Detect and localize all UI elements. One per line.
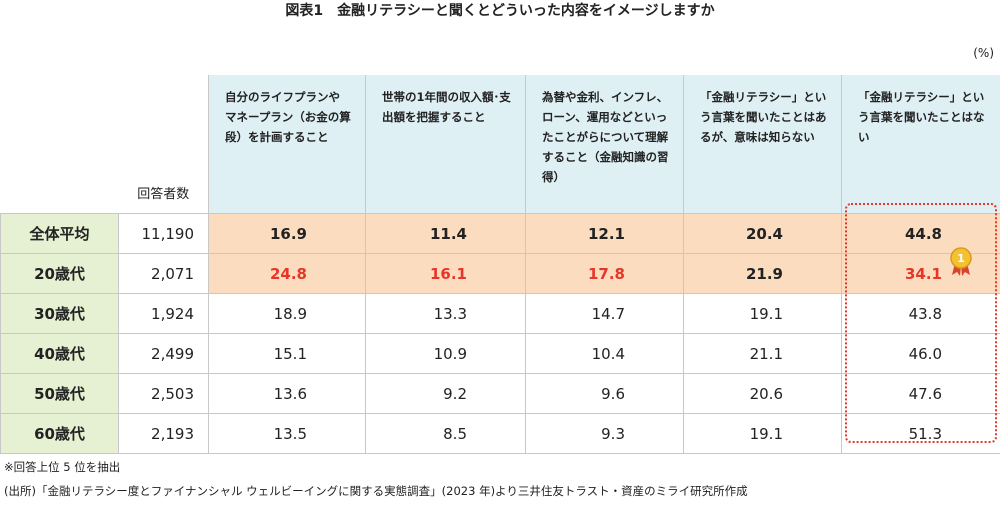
value-cell: 20.4: [683, 213, 842, 254]
value-cell: 20.6: [683, 373, 842, 414]
value-cell: 9.2: [365, 373, 526, 414]
highlight-box: [845, 203, 997, 443]
source-note: (出所)「金融リテラシー度とファイナンシャル ウェルビーイングに関する実態調査」…: [4, 484, 748, 498]
table-row: 50歳代 2,503 13.6 9.2 9.6 20.6 47.6: [0, 373, 1000, 414]
count-cell: 1,924: [118, 293, 209, 334]
value-cell: 24.8: [208, 253, 366, 294]
table-row: 60歳代 2,193 13.5 8.5 9.3 19.1 51.3: [0, 413, 1000, 454]
value-cell: 21.1: [683, 333, 842, 374]
value-cell: 19.1: [683, 413, 842, 454]
row-label: 30歳代: [0, 293, 119, 334]
count-cell: 11,190: [118, 213, 209, 254]
value-cell: 17.8: [525, 253, 684, 294]
value-cell: 51.3: [841, 413, 1000, 454]
count-cell: 2,499: [118, 333, 209, 374]
title: 図表1 金融リテラシーと聞くとどういった内容をイメージしますか: [285, 3, 715, 19]
value-cell: 16.9: [208, 213, 366, 254]
footnote: ※回答上位 5 位を抽出: [4, 460, 121, 474]
row-label: 20歳代: [0, 253, 119, 294]
table: 回答者数 自分のライフプランやマネープラン（お金の算段）を計画すること 世帯の1年間…: [0, 75, 1000, 454]
value-cell: 12.1: [525, 213, 684, 254]
column-header: 為替や金利、インフレ、ローン、運用などといったことがらについて理解すること（金融…: [525, 75, 684, 214]
count-cell: 2,193: [118, 413, 209, 454]
value-cell: 46.0: [841, 333, 1000, 374]
header-row: 回答者数 自分のライフプランやマネープラン（お金の算段）を計画すること 世帯の1年間…: [0, 75, 1000, 214]
column-header: 「金融リテラシー」という言葉を聞いたことはあるが、意味は知らない: [683, 75, 842, 214]
row-label: 60歳代: [0, 413, 119, 454]
value-cell: 44.8: [841, 213, 1000, 254]
value-cell: 43.8: [841, 293, 1000, 334]
medal-icon: 1: [950, 247, 972, 276]
value-cell: 13.5: [208, 413, 366, 454]
value-cell: 47.6: [841, 373, 1000, 414]
unit: (%): [973, 46, 994, 60]
row-label: 40歳代: [0, 333, 119, 374]
column-header: 世帯の1年間の収入額･支出額を把握すること: [365, 75, 526, 214]
row-label: 50歳代: [0, 373, 119, 414]
count-cell: 2,503: [118, 373, 209, 414]
table-row: 全体平均 11,190 16.9 11.4 12.1 20.4 44.8: [0, 213, 1000, 254]
count-header: 回答者数: [118, 75, 209, 214]
table-row: 40歳代 2,499 15.1 10.9 10.4 21.1 46.0: [0, 333, 1000, 374]
value-cell: 13.6: [208, 373, 366, 414]
value-cell: 11.4: [365, 213, 526, 254]
value-cell: 21.9: [683, 253, 842, 294]
value-cell: 9.3: [525, 413, 684, 454]
value-cell: 14.7: [525, 293, 684, 334]
table-row: 30歳代 1,924 18.9 13.3 14.7 19.1 43.8: [0, 293, 1000, 334]
value-cell: 18.9: [208, 293, 366, 334]
value-cell: 16.1: [365, 253, 526, 294]
count-cell: 2,071: [118, 253, 209, 294]
table-row: 20歳代 2,071 24.8 16.1 17.8 21.9 34.1: [0, 253, 1000, 294]
value-cell: 13.3: [365, 293, 526, 334]
svg-text:1: 1: [957, 252, 965, 265]
row-label: 全体平均: [0, 213, 119, 254]
value-cell: 10.4: [525, 333, 684, 374]
value-cell: 19.1: [683, 293, 842, 334]
column-header: 「金融リテラシー」という言葉を聞いたことはない: [841, 75, 1000, 214]
value-cell: 15.1: [208, 333, 366, 374]
corner-cell: [0, 75, 119, 214]
value-cell: 10.9: [365, 333, 526, 374]
value-cell: 34.1: [841, 253, 1000, 294]
value-cell: 8.5: [365, 413, 526, 454]
column-header: 自分のライフプランやマネープラン（お金の算段）を計画すること: [208, 75, 366, 214]
value-cell: 9.6: [525, 373, 684, 414]
